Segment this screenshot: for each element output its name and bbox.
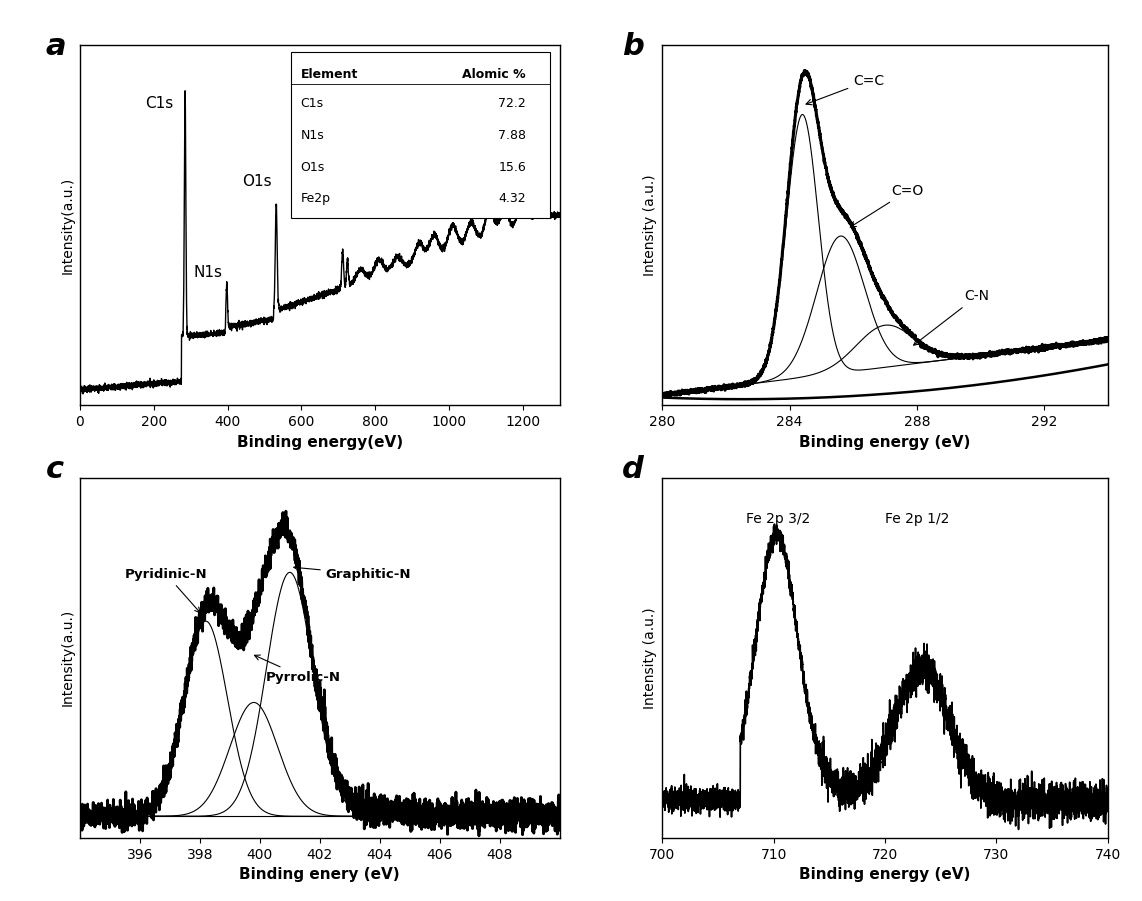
Text: O1s: O1s — [242, 174, 272, 189]
Text: C1s: C1s — [300, 96, 323, 110]
Text: C=C: C=C — [806, 74, 884, 105]
Text: 4.32: 4.32 — [498, 193, 526, 205]
Text: C-N: C-N — [914, 289, 990, 345]
X-axis label: Binding energy(eV): Binding energy(eV) — [236, 434, 403, 450]
Text: Pyridinic-N: Pyridinic-N — [124, 568, 208, 613]
Text: Fe 2p 1/2: Fe 2p 1/2 — [885, 512, 949, 525]
FancyBboxPatch shape — [291, 52, 550, 218]
Text: d: d — [622, 455, 644, 484]
Text: Pyrrolic-N: Pyrrolic-N — [255, 655, 340, 684]
X-axis label: Binding enery (eV): Binding enery (eV) — [240, 867, 400, 882]
Y-axis label: Intensity (a.u.): Intensity (a.u.) — [643, 175, 657, 276]
Text: N1s: N1s — [194, 265, 223, 280]
Text: 15.6: 15.6 — [498, 160, 526, 174]
Text: C=O: C=O — [851, 184, 924, 227]
Text: Fe2p: Fe2p — [300, 193, 330, 205]
Y-axis label: Intensity(a.u.): Intensity(a.u.) — [61, 177, 74, 274]
Text: 7.88: 7.88 — [498, 129, 526, 141]
Text: Fe2p: Fe2p — [296, 199, 332, 214]
Text: a: a — [46, 32, 66, 60]
Y-axis label: Intensity (a.u.): Intensity (a.u.) — [643, 607, 657, 708]
Text: Graphitic-N: Graphitic-N — [293, 565, 411, 581]
X-axis label: Binding energy (eV): Binding energy (eV) — [799, 867, 971, 882]
Text: b: b — [622, 32, 644, 60]
Text: Fe 2p 3/2: Fe 2p 3/2 — [746, 512, 810, 525]
Text: O1s: O1s — [300, 160, 324, 174]
Text: N1s: N1s — [300, 129, 324, 141]
Text: 72.2: 72.2 — [498, 96, 526, 110]
Text: C1s: C1s — [145, 96, 174, 111]
Text: c: c — [46, 455, 64, 484]
Text: Alomic %: Alomic % — [463, 68, 526, 81]
X-axis label: Binding energy (eV): Binding energy (eV) — [799, 434, 971, 450]
Text: Element: Element — [300, 68, 357, 81]
Y-axis label: Intensity(a.u.): Intensity(a.u.) — [61, 609, 74, 706]
